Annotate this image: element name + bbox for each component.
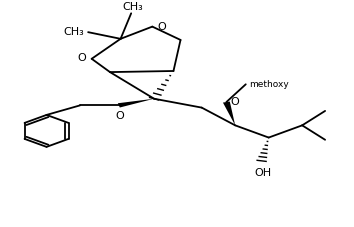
Text: methoxy: methoxy: [249, 80, 289, 89]
Text: CH₃: CH₃: [122, 2, 143, 12]
Text: OH: OH: [255, 167, 272, 177]
Text: O: O: [230, 96, 239, 106]
Polygon shape: [118, 99, 154, 108]
Polygon shape: [223, 102, 235, 126]
Text: CH₃: CH₃: [63, 27, 84, 37]
Text: O: O: [157, 22, 166, 32]
Text: O: O: [78, 53, 86, 63]
Text: O: O: [115, 111, 124, 121]
